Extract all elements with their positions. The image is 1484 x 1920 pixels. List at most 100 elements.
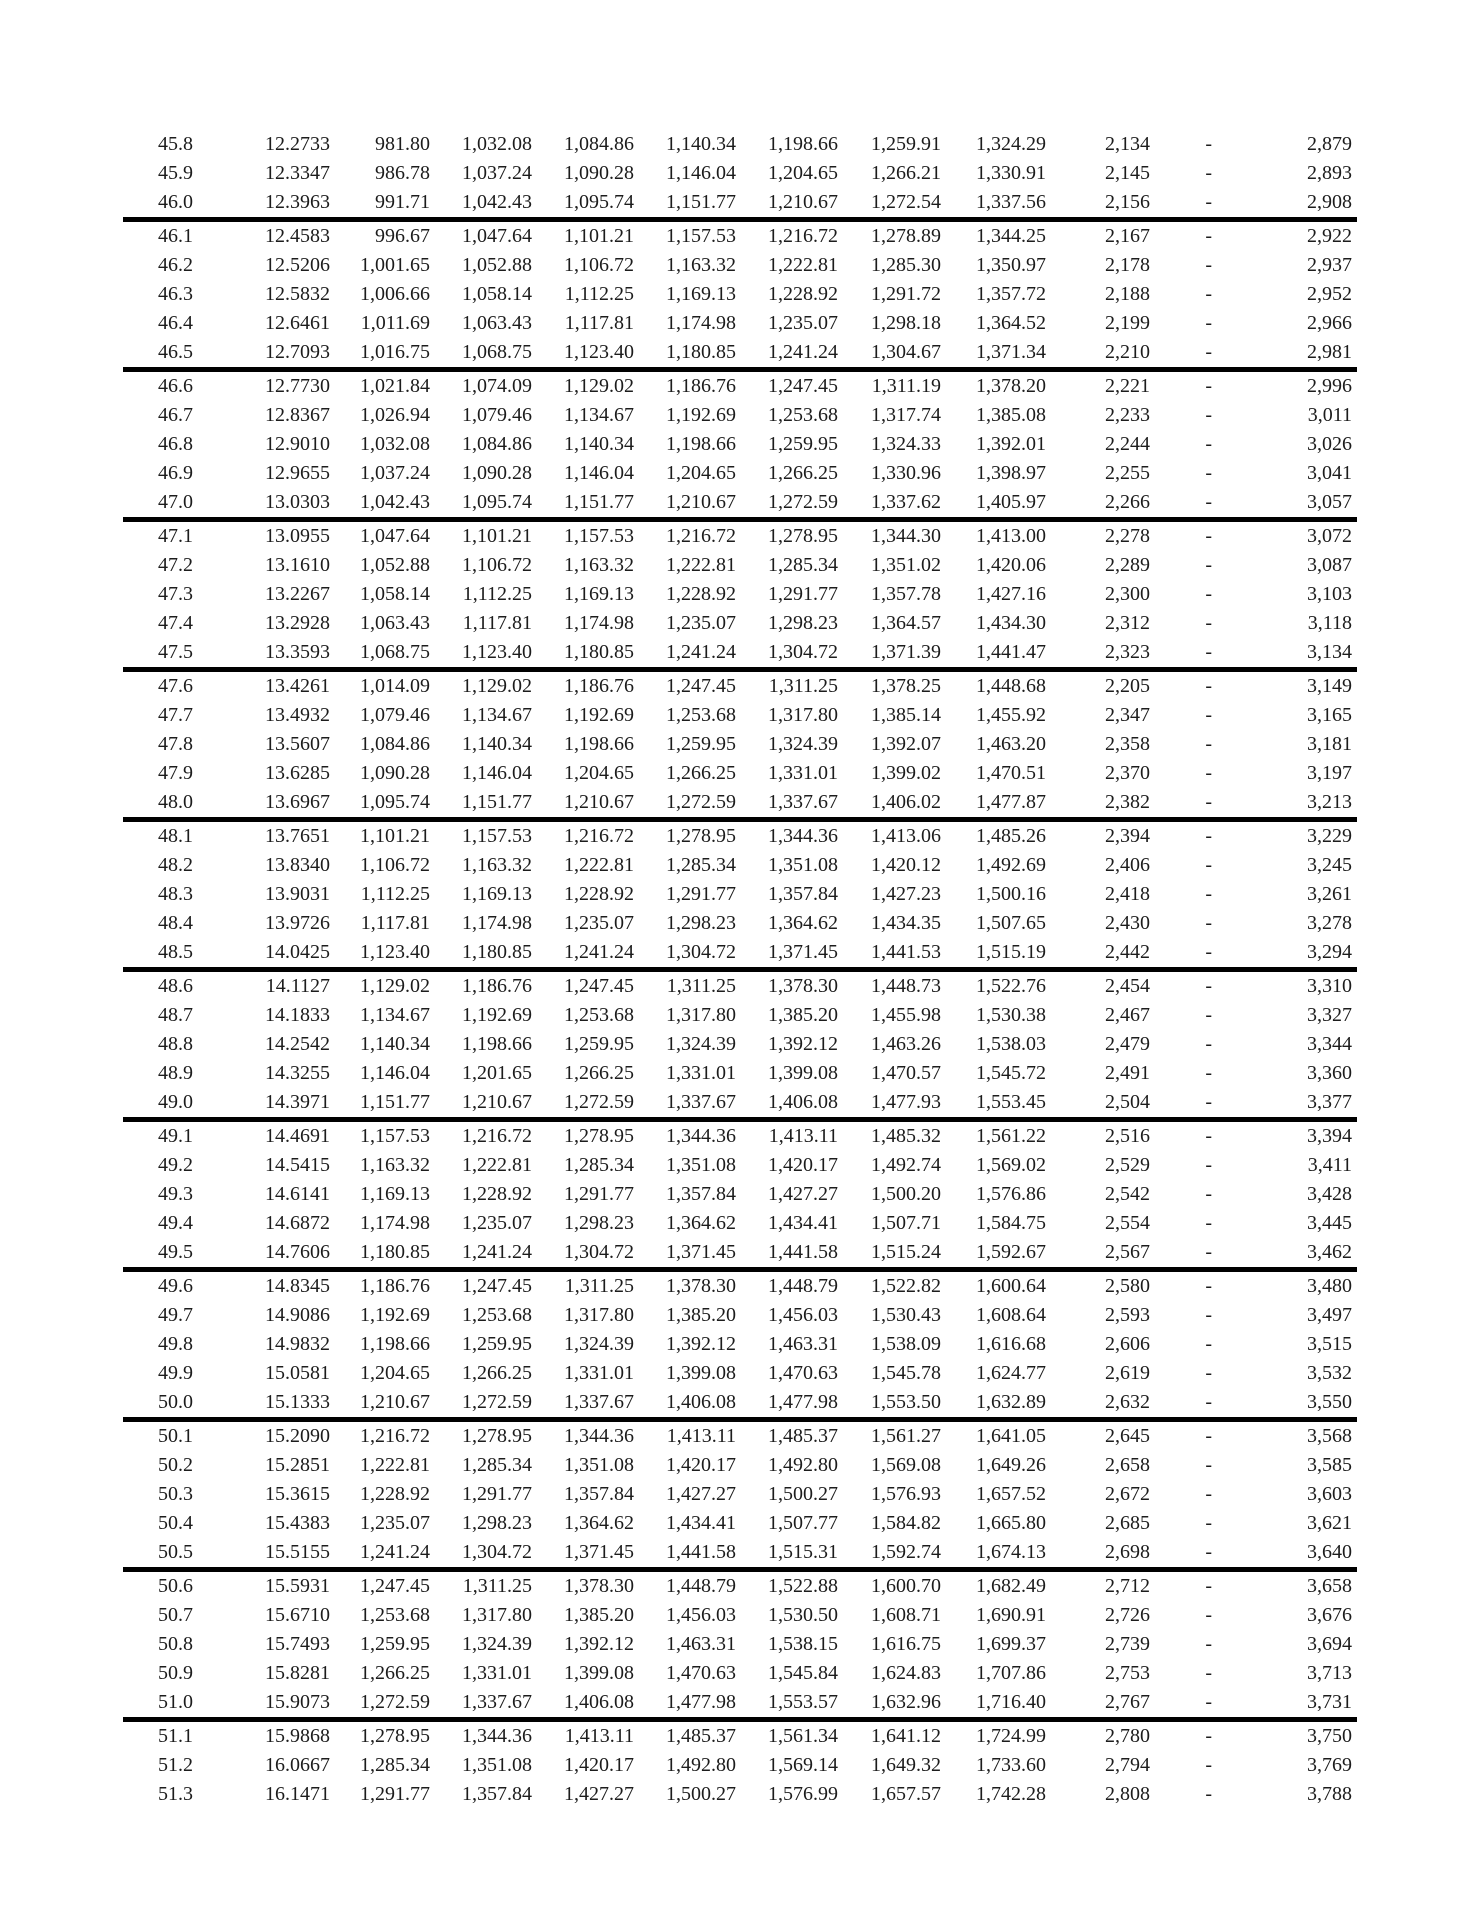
table-cell: 3,658 [1307, 1575, 1352, 1597]
table-cell: 1,427.27 [666, 1483, 736, 1505]
table-cell: 1,047.64 [360, 525, 430, 547]
table-cell: 1,235.07 [360, 1512, 430, 1534]
table-cell: 15.9868 [265, 1725, 330, 1747]
table-cell: 3,087 [1307, 554, 1352, 576]
table-row: 47.6 13.4261 1,014.09 1,129.02 1,186.76 1,247… [123, 670, 1357, 702]
table-cell: 50.8 [158, 1633, 193, 1655]
table-cell: 2,205 [1105, 675, 1150, 697]
table-cell: 1,371.45 [634, 1238, 736, 1272]
table-cell: 1,278.95 [666, 825, 736, 847]
table-cell: 1,357.72 [976, 283, 1046, 305]
table-cell: 1,324.39 [564, 1333, 634, 1355]
table-cell: 1,530.43 [871, 1304, 941, 1326]
table-cell: 1,266.25 [360, 1662, 430, 1684]
table-cell: 1,247.45 [768, 375, 838, 397]
table-cell: 2,145 [1105, 162, 1150, 184]
table-cell: 1,151.77 [532, 488, 634, 522]
table-row: 50.2 15.2851 1,222.81 1,285.34 1,351.08 1,420… [123, 1451, 1357, 1480]
table-cell: 1,285.34 [564, 1154, 634, 1176]
table-cell: 1,210.67 [736, 188, 838, 222]
table-cell: 2,418 [1105, 883, 1150, 905]
table-cell: 1,058.14 [462, 283, 532, 305]
table-cell: 3,788 [1307, 1783, 1352, 1805]
table-cell: 1,682.49 [976, 1575, 1046, 1597]
table-cell: 48.9 [158, 1062, 193, 1084]
table-cell: 1,140.34 [360, 1033, 430, 1055]
table-cell: 1,285.34 [360, 1754, 430, 1776]
table-cell: 1,058.14 [360, 583, 430, 605]
table-cell: 1,241.24 [532, 938, 634, 972]
table-cell: 1,140.34 [666, 133, 736, 155]
table-cell: 1,477.87 [941, 788, 1046, 822]
table-cell: 3,103 [1307, 583, 1352, 605]
table-cell: 1,357.84 [768, 883, 838, 905]
table-cell: 1,228.92 [360, 1483, 430, 1505]
table-cell: 50.7 [158, 1604, 193, 1626]
table-cell: 1,427.23 [871, 883, 941, 905]
table-cell: 3,245 [1307, 854, 1352, 876]
table-cell: 2,658 [1105, 1454, 1150, 1476]
table-row: 50.9 15.8281 1,266.25 1,331.01 1,399.08 1,470… [123, 1659, 1357, 1688]
table-cell: 1,291.72 [871, 283, 941, 305]
table-cell: 1,074.09 [462, 375, 532, 397]
table-cell: 1,492.74 [871, 1154, 941, 1176]
table-row: 48.9 14.3255 1,146.04 1,201.65 1,266.25 1,331… [123, 1059, 1357, 1088]
dash-cell: - [1205, 1604, 1212, 1626]
table-cell: 1,420.17 [564, 1754, 634, 1776]
table-cell: 1,079.46 [360, 704, 430, 726]
table-cell: 2,780 [1105, 1725, 1150, 1747]
table-cell: 3,261 [1307, 883, 1352, 905]
table-cell: 1,123.40 [430, 638, 532, 672]
table-cell: 1,371.39 [838, 638, 941, 672]
table-cell: 986.78 [375, 162, 430, 184]
table-cell: 1,665.80 [976, 1512, 1046, 1534]
table-cell: 1,014.09 [360, 675, 430, 697]
dash-cell: - [1205, 1662, 1212, 1684]
table-cell: 2,278 [1105, 525, 1150, 547]
dash-cell: - [1205, 825, 1212, 847]
table-row: 45.9 12.3347 986.78 1,037.24 1,090.28 1,146.0… [123, 159, 1357, 188]
table-cell: 1,259.95 [564, 1033, 634, 1055]
table-cell: 1,095.74 [330, 788, 430, 822]
table-cell: 15.1333 [193, 1388, 330, 1422]
table-cell: 2,442 [1046, 938, 1150, 972]
table-row: 49.3 14.6141 1,169.13 1,228.92 1,291.77 1,357… [123, 1180, 1357, 1209]
table-cell: 47.4 [158, 612, 193, 634]
table-cell: 1,151.77 [430, 788, 532, 822]
table-row: 47.8 13.5607 1,084.86 1,140.34 1,198.66 1,259… [123, 730, 1357, 759]
table-cell: 1,222.81 [564, 854, 634, 876]
table-row: 47.0 13.0303 1,042.43 1,095.74 1,151.77 1,210… [123, 488, 1357, 522]
table-cell: 1,042.43 [330, 488, 430, 522]
table-cell: 2,134 [1105, 133, 1150, 155]
table-cell: 1,317.80 [462, 1604, 532, 1626]
table-cell: 1,600.70 [871, 1575, 941, 1597]
dash-cell: - [1205, 1725, 1212, 1747]
table-cell: 3,497 [1307, 1304, 1352, 1326]
table-cell: 1,278.95 [360, 1725, 430, 1747]
table-cell: 3,344 [1307, 1033, 1352, 1055]
table-cell: 2,347 [1105, 704, 1150, 726]
table-cell: 2,266 [1046, 488, 1150, 522]
table-cell: 14.0425 [193, 938, 330, 972]
table-cell: 13.9726 [265, 912, 330, 934]
table-cell: 48.2 [158, 854, 193, 876]
table-cell: 1,311.25 [462, 1575, 532, 1597]
dash-cell: - [1205, 612, 1212, 634]
table-cell: 1,344.30 [871, 525, 941, 547]
table-cell: 1,392.12 [564, 1633, 634, 1655]
table-cell: 3,229 [1307, 825, 1352, 847]
dash-cell: - [1150, 188, 1212, 222]
table-cell: 3,550 [1212, 1388, 1357, 1422]
table-cell: 1,291.77 [360, 1783, 430, 1805]
table-cell: 2,794 [1105, 1754, 1150, 1776]
table-cell: 1,106.72 [360, 854, 430, 876]
table-cell: 1,272.59 [532, 1088, 634, 1122]
table-cell: 14.9832 [265, 1333, 330, 1355]
table-cell: 1,492.80 [768, 1454, 838, 1476]
table-cell: 1,385.20 [768, 1004, 838, 1026]
table-cell: 1,204.65 [564, 762, 634, 784]
table-cell: 13.2267 [265, 583, 330, 605]
table-cell: 1,210.67 [634, 488, 736, 522]
table-row: 46.7 12.8367 1,026.94 1,079.46 1,134.67 1,192… [123, 401, 1357, 430]
table-cell: 3,278 [1307, 912, 1352, 934]
